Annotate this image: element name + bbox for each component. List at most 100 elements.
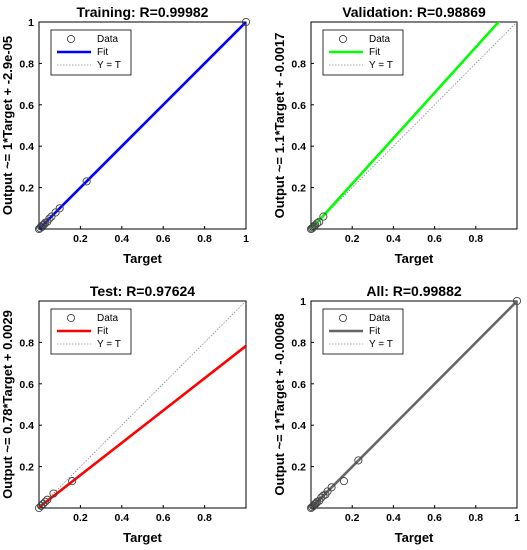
y-tick-label: 0.6	[19, 100, 34, 112]
y-tick-label: 0.6	[291, 100, 306, 112]
legend-data-marker	[66, 34, 76, 44]
x-tick-label: 0.6	[427, 233, 442, 245]
legend-data-marker	[66, 313, 76, 323]
y-tick-label: 0.8	[19, 58, 34, 70]
y-tick-label: 0.4	[291, 420, 306, 432]
y-tick-label: 0.6	[291, 379, 306, 391]
identity-line	[311, 22, 517, 229]
y-tick-label: 0.4	[291, 141, 306, 153]
y-tick-label: 0.2	[19, 183, 34, 195]
data-point	[315, 217, 324, 226]
fit-line	[39, 22, 246, 229]
legend-label: Y = T	[97, 60, 121, 71]
data-point	[41, 497, 50, 506]
x-tick-label: 0.6	[156, 512, 171, 524]
x-tick-label: 1	[514, 512, 520, 524]
legend-label: Fit	[97, 47, 108, 58]
y-tick-label: 0.2	[291, 183, 306, 195]
y-tick-label: 0.8	[291, 58, 306, 70]
x-tick-label: 0.8	[197, 233, 212, 245]
data-point	[38, 222, 47, 231]
chart-title: Test: R=0.97624	[90, 283, 195, 299]
data-point	[319, 212, 328, 221]
chart-title: All: R=0.99882	[366, 283, 462, 299]
legend-label: Fit	[97, 326, 108, 337]
data-point	[319, 491, 328, 500]
legend-data-marker	[338, 313, 348, 323]
data-point	[55, 204, 64, 213]
data-point	[34, 503, 44, 513]
legend-label: Data	[369, 34, 391, 45]
legend-label: Data	[369, 313, 391, 324]
data-point	[323, 487, 332, 496]
y-axis-label: Output ~= 1*Target + -2.9e-05	[0, 36, 15, 215]
y-tick-label: 0.2	[19, 462, 34, 474]
y-axis-label: Output ~= 1.1*Target + -0.0017	[272, 33, 287, 219]
x-tick-label: 0.4	[114, 512, 129, 524]
y-tick-label: 0.6	[19, 379, 34, 391]
legend-label: Fit	[369, 326, 380, 337]
data-point	[45, 214, 54, 223]
x-axis-label: Target	[123, 530, 162, 545]
y-tick-label: 0.8	[19, 337, 34, 349]
data-point	[47, 212, 56, 221]
x-tick-label: 0.2	[345, 233, 360, 245]
data-point	[49, 489, 58, 498]
data-point	[339, 477, 349, 486]
legend-label: Data	[97, 34, 119, 45]
y-tick-label: 0.8	[291, 337, 306, 349]
x-tick-label: 0.6	[156, 233, 171, 245]
data-point	[327, 483, 336, 492]
x-axis-label: Target	[123, 251, 162, 266]
y-tick-label: 0.2	[291, 462, 306, 474]
data-point	[512, 296, 522, 306]
data-point	[317, 493, 326, 502]
y-tick-label: 1	[300, 296, 306, 308]
data-point	[43, 495, 52, 504]
x-tick-label: 0.4	[114, 233, 129, 245]
y-axis-label: Output ~= 0.78*Target + 0.0029	[0, 310, 15, 499]
x-tick-label: 0.4	[386, 233, 401, 245]
x-tick-label: 0.6	[427, 512, 442, 524]
data-point	[82, 177, 91, 186]
x-axis-label: Target	[395, 251, 434, 266]
x-tick-label: 0.8	[197, 512, 212, 524]
fit-line	[311, 22, 501, 229]
data-point	[68, 477, 77, 486]
y-tick-label: 1	[28, 17, 34, 29]
x-axis-label: Target	[395, 530, 434, 545]
identity-line	[39, 301, 246, 508]
x-tick-label: 0.2	[345, 512, 360, 524]
data-point	[39, 499, 48, 508]
y-tick-label: 0.4	[19, 420, 34, 432]
y-tick-label: 0.4	[19, 141, 34, 153]
regression-panel-4: All: R=0.99882 Target Output ~= 1*Target +…	[272, 283, 522, 545]
x-tick-label: 0.8	[468, 233, 483, 245]
data-point	[313, 497, 322, 506]
regression-panel-2: Validation: R=0.98869 Target Output ~= 1.1…	[272, 4, 518, 266]
data-point	[313, 219, 322, 228]
x-tick-label: 0.2	[73, 233, 88, 245]
data-point	[37, 501, 46, 510]
y-axis-label: Output ~= 1*Target + -0.00068	[272, 313, 287, 495]
chart-title: Validation: R=0.98869	[342, 4, 486, 20]
x-tick-label: 0.4	[386, 512, 401, 524]
x-tick-label: 0.2	[73, 512, 88, 524]
legend-label: Data	[97, 313, 119, 324]
x-tick-label: 0.8	[468, 512, 483, 524]
data-point	[309, 223, 318, 232]
legend-label: Y = T	[97, 339, 121, 350]
fit-line	[311, 301, 517, 508]
fit-line	[39, 344, 246, 508]
data-point	[41, 218, 50, 227]
regression-panel-1: Training: R=0.99982 Target Output ~= 1*Tar…	[0, 4, 251, 266]
chart-title: Training: R=0.99982	[77, 4, 209, 20]
data-point	[51, 208, 60, 217]
legend-label: Y = T	[369, 60, 393, 71]
legend-label: Fit	[369, 47, 380, 58]
legend-label: Y = T	[369, 339, 393, 350]
data-point	[307, 224, 317, 233]
legend-data-marker	[338, 34, 348, 44]
data-point	[354, 456, 363, 465]
